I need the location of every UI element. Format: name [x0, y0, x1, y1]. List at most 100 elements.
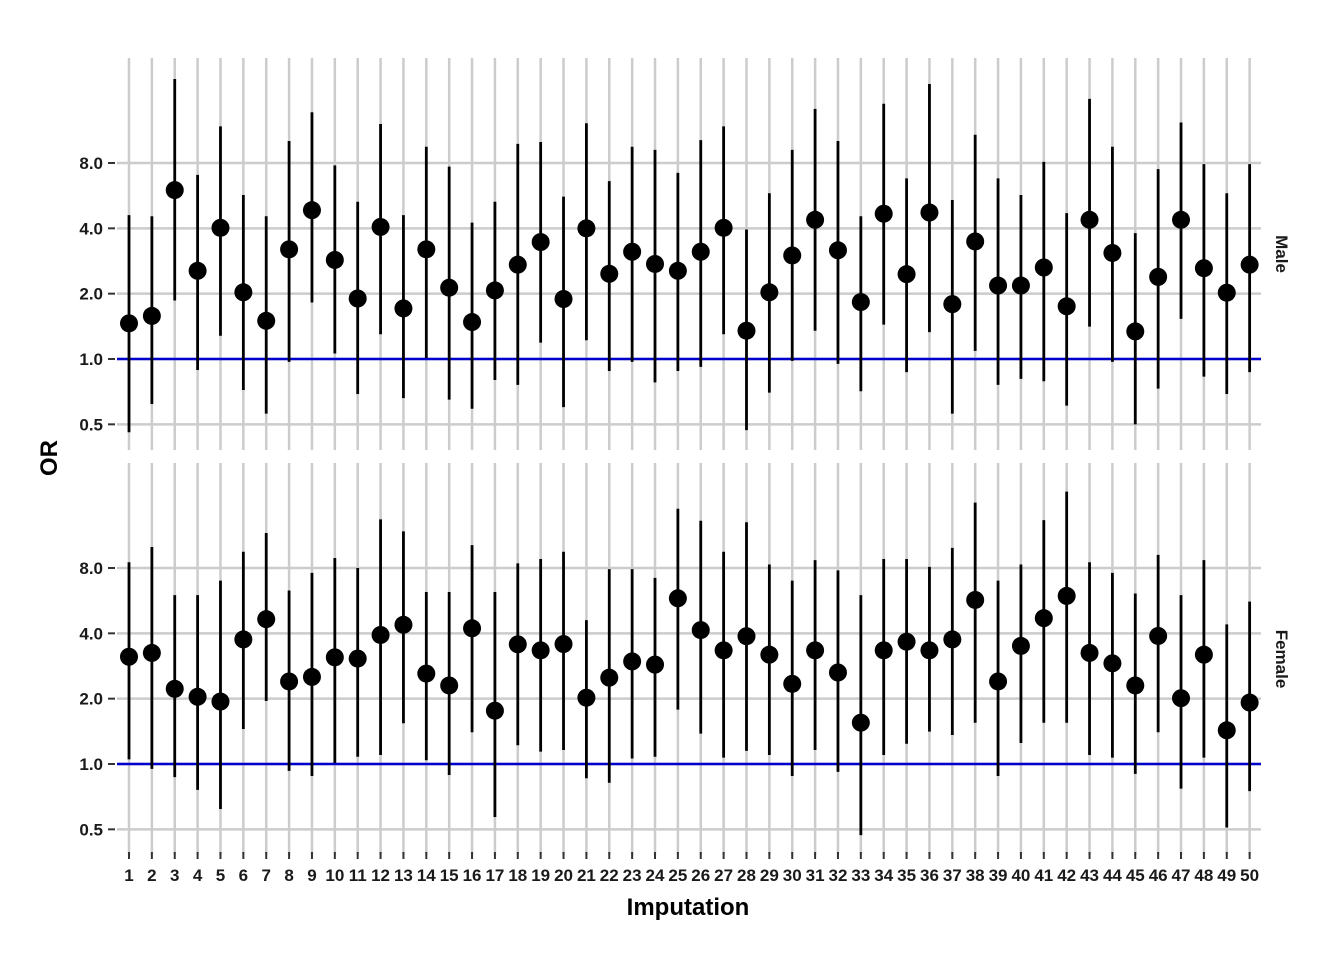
point-female-32	[828, 663, 847, 682]
x-tick-label-37: 37	[943, 866, 962, 885]
point-male-9	[302, 201, 321, 220]
x-tick-label-19: 19	[531, 866, 550, 885]
x-tick-label-2: 2	[147, 866, 156, 885]
point-female-25	[668, 589, 687, 608]
point-male-6	[234, 283, 253, 302]
point-male-12	[371, 217, 390, 236]
point-male-15	[440, 278, 459, 297]
point-female-31	[806, 641, 825, 660]
point-female-29	[760, 645, 779, 664]
point-male-48	[1194, 259, 1213, 278]
x-tick-label-27: 27	[714, 866, 733, 885]
point-male-13	[394, 299, 413, 318]
y-tick-label-female: 2.0	[79, 690, 103, 709]
point-female-47	[1172, 689, 1191, 708]
point-female-3	[165, 679, 184, 698]
x-tick-label-46: 46	[1149, 866, 1168, 885]
point-female-40	[1011, 636, 1030, 655]
point-female-5	[211, 692, 230, 711]
point-female-39	[989, 672, 1008, 691]
x-tick-label-5: 5	[216, 866, 225, 885]
point-female-44	[1103, 654, 1122, 673]
point-male-8	[280, 240, 299, 259]
point-male-28	[737, 321, 756, 340]
x-tick-label-34: 34	[874, 866, 893, 885]
point-male-1	[120, 314, 138, 333]
point-male-25	[668, 261, 687, 280]
point-male-24	[646, 254, 665, 273]
x-axis-title: Imputation	[627, 894, 750, 921]
x-tick-label-42: 42	[1057, 866, 1076, 885]
y-tick-label-male: 1.0	[79, 350, 103, 369]
x-tick-label-41: 41	[1034, 866, 1053, 885]
point-male-3	[165, 181, 184, 200]
point-female-48	[1194, 645, 1213, 664]
point-female-2	[142, 643, 161, 662]
y-tick-label-female: 0.5	[79, 820, 103, 839]
point-female-19	[531, 641, 550, 660]
point-female-26	[691, 621, 710, 640]
point-male-30	[783, 246, 802, 265]
x-tick-label-32: 32	[829, 866, 848, 885]
x-tick-label-21: 21	[577, 866, 596, 885]
panel-male: 0.5 1.0 2.0 4.0 8.0 Male	[79, 58, 1291, 450]
point-male-7	[257, 311, 276, 330]
point-female-15	[440, 676, 459, 695]
point-male-47	[1172, 210, 1191, 229]
point-female-46	[1149, 626, 1168, 645]
point-male-46	[1149, 267, 1168, 286]
y-tick-label-female: 8.0	[79, 559, 103, 578]
point-female-43	[1080, 643, 1099, 662]
x-tick-label-39: 39	[989, 866, 1008, 885]
point-female-17	[485, 701, 504, 720]
x-tick-label-26: 26	[691, 866, 710, 885]
x-axis: 1 2 3 4 5 6 7 8 9 10 11 12 13 14 15 16 17 18 19 20 21 22 23 24 2…	[124, 852, 1259, 885]
point-male-49	[1217, 283, 1236, 302]
point-male-4	[188, 261, 207, 280]
point-male-29	[760, 283, 779, 302]
x-tick-label-28: 28	[737, 866, 756, 885]
point-male-21	[577, 219, 596, 238]
point-female-7	[257, 610, 276, 629]
x-tick-label-24: 24	[646, 866, 665, 885]
y-tick-label-male: 0.5	[79, 415, 103, 434]
point-female-24	[646, 655, 665, 674]
point-male-23	[623, 242, 642, 261]
point-male-32	[828, 241, 847, 260]
x-tick-label-11: 11	[349, 866, 367, 885]
point-female-50	[1240, 693, 1259, 712]
point-female-38	[966, 590, 985, 609]
point-female-45	[1126, 676, 1145, 695]
point-male-31	[806, 210, 825, 229]
x-tick-label-29: 29	[760, 866, 779, 885]
x-tick-label-15: 15	[440, 866, 459, 885]
point-male-2	[142, 306, 161, 325]
point-female-18	[508, 635, 527, 654]
x-tick-label-31: 31	[806, 866, 825, 885]
point-female-28	[737, 627, 756, 646]
point-male-10	[325, 250, 344, 269]
point-female-37	[943, 630, 962, 649]
point-male-33	[851, 293, 870, 312]
x-tick-label-10: 10	[325, 866, 344, 885]
point-male-39	[989, 276, 1008, 295]
point-male-41	[1034, 258, 1053, 277]
x-tick-label-25: 25	[668, 866, 687, 885]
y-tick-label-male: 8.0	[79, 154, 103, 173]
point-male-5	[211, 218, 230, 237]
x-tick-label-17: 17	[485, 866, 504, 885]
point-female-36	[920, 641, 939, 660]
x-tick-label-45: 45	[1126, 866, 1145, 885]
y-tick-label-female: 1.0	[79, 755, 103, 774]
point-male-42	[1057, 297, 1076, 316]
x-tick-label-18: 18	[508, 866, 527, 885]
point-male-20	[554, 289, 573, 308]
point-male-38	[966, 232, 985, 251]
point-female-41	[1034, 609, 1053, 628]
x-tick-label-13: 13	[394, 866, 413, 885]
point-male-17	[485, 281, 504, 300]
point-female-9	[302, 667, 321, 686]
point-male-50	[1240, 255, 1259, 274]
y-axis-title: OR	[36, 440, 63, 476]
point-male-35	[897, 265, 916, 284]
